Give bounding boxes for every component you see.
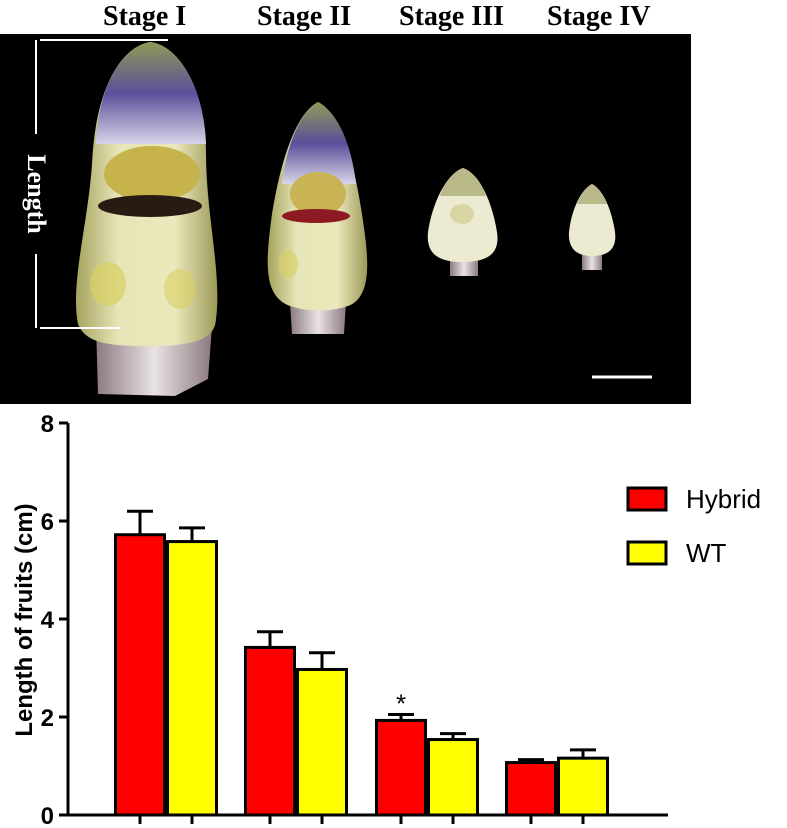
stage-label-1: Stage I <box>103 1 187 32</box>
fruit-stage-4 <box>568 184 616 270</box>
y-tick-label: 0 <box>41 803 54 828</box>
bar-hybrid-1 <box>114 533 166 817</box>
fruit-stage-3 <box>427 168 498 276</box>
stage-label-3: Stage III <box>399 1 505 32</box>
bar-hybrid-3 <box>375 718 427 817</box>
y-axis-label: Length of fruits (cm) <box>11 503 38 736</box>
chart-bars: * <box>114 509 609 817</box>
bar-wt-3 <box>427 738 479 817</box>
significance-mark: * <box>396 689 406 719</box>
legend-swatch-wt <box>626 540 668 566</box>
y-tick-label: 6 <box>41 509 54 536</box>
y-tick-label: 4 <box>41 607 55 634</box>
y-tick-label: 2 <box>41 705 54 732</box>
legend-label-wt: WT <box>686 538 727 568</box>
length-measure: Length <box>22 39 168 329</box>
stage-label-4: Stage IV <box>547 1 651 32</box>
bar-wt-1 <box>166 540 218 817</box>
bar-hybrid-2 <box>244 645 296 817</box>
y-tick-label: 8 <box>41 411 54 438</box>
legend-label-hybrid: Hybrid <box>686 484 761 514</box>
bar-chart: 0 2 4 6 8 * Hybrid WT Length of fruits (cm) <box>11 411 761 828</box>
chart-legend: Hybrid WT <box>626 484 761 568</box>
bar-wt-2 <box>296 667 348 817</box>
fruit-stages-photo: Length <box>0 34 691 404</box>
stage-label-2: Stage II <box>257 1 352 32</box>
bar-hybrid-4 <box>505 761 557 817</box>
legend-swatch-hybrid <box>626 486 668 512</box>
fruit-stage-1 <box>75 42 218 396</box>
bar-wt-4 <box>557 756 609 817</box>
fruit-stage-2 <box>267 102 368 334</box>
length-label: Length <box>22 154 51 234</box>
